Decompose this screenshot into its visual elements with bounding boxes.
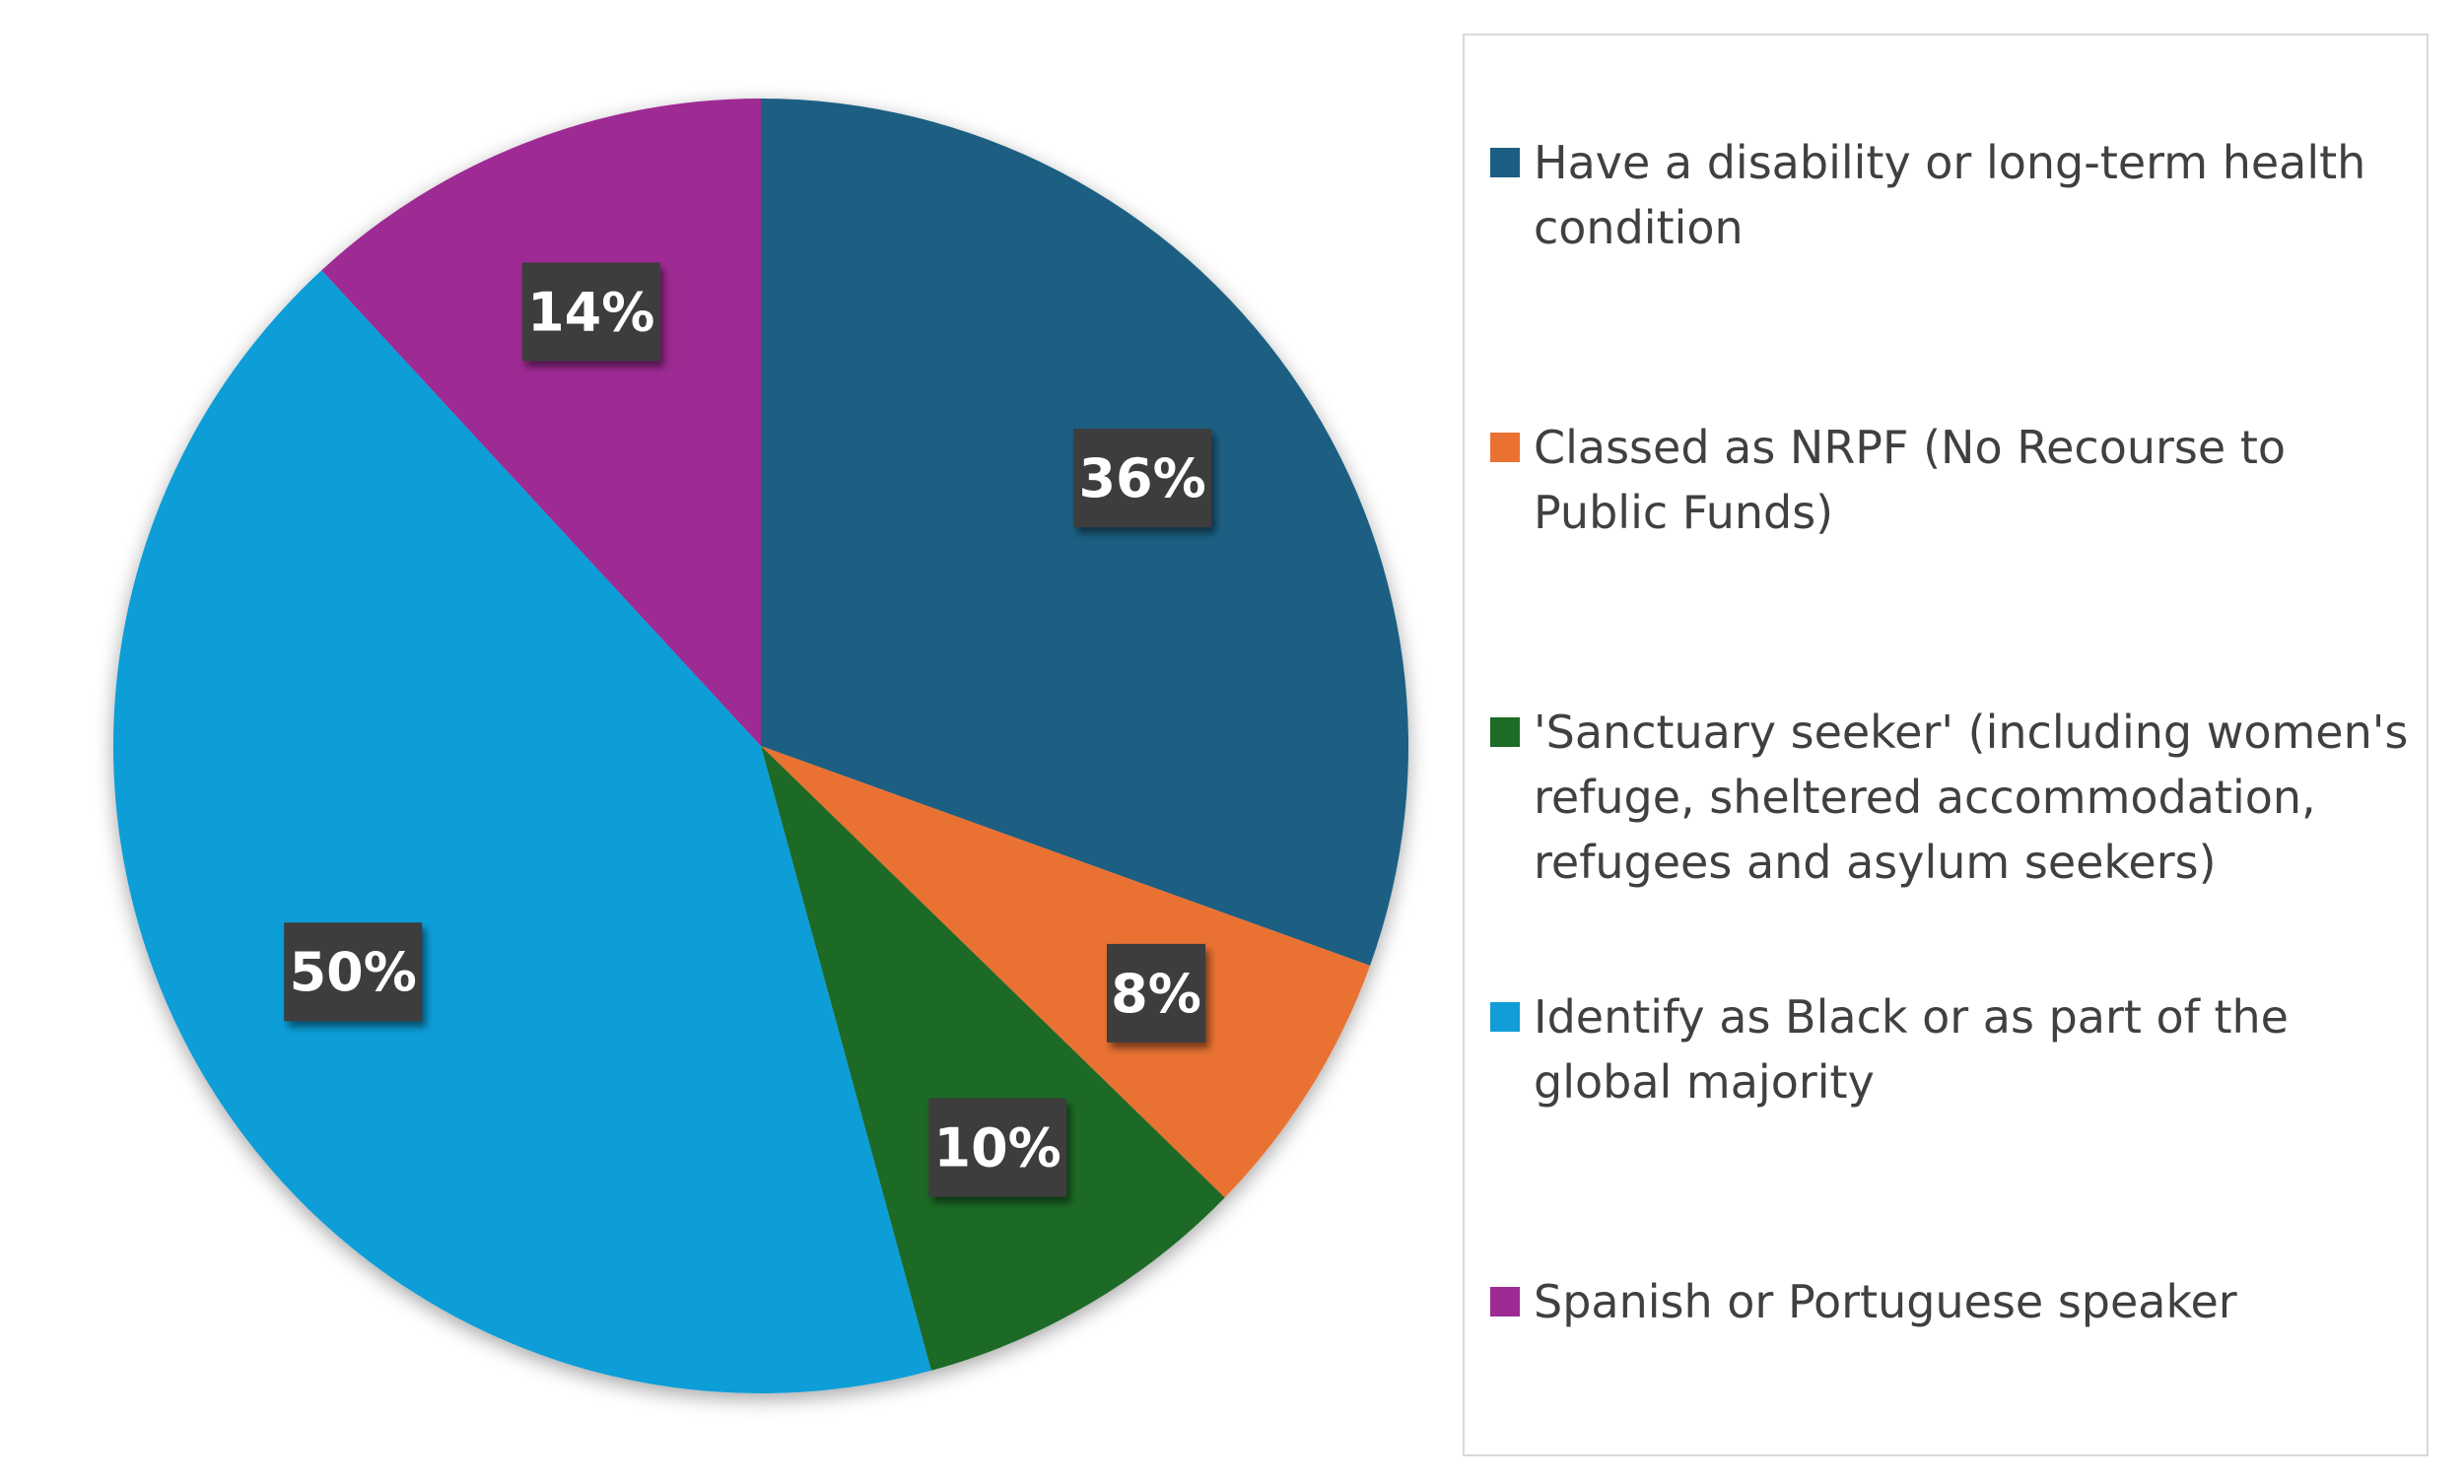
- data-label-global-majority: 50%: [284, 922, 423, 1022]
- chart-legend: Have a disability or long-term health co…: [1463, 34, 2429, 1456]
- pie-slice-global-majority: [112, 270, 931, 1393]
- pie-chart: 36% 8% 10% 50% 14%: [112, 99, 1408, 1393]
- data-label-sanctuary-seeker: 10%: [928, 1098, 1067, 1197]
- pie-slice-disability: [761, 99, 1408, 966]
- legend-swatch-nrpf: [1490, 433, 1520, 462]
- data-label-box-global-majority: [284, 922, 423, 1022]
- legend-label-disability: Have a disability or long-term health co…: [1534, 136, 2366, 254]
- data-label-box-spanish-portuguese: [521, 262, 660, 362]
- data-label-disability: 36%: [1073, 429, 1212, 528]
- legend-swatch-sanctuary-seeker: [1490, 717, 1520, 747]
- data-label-spanish-portuguese: 14%: [521, 262, 660, 362]
- pie-slice-nrpf: [761, 746, 1371, 1198]
- pie-slices: [112, 99, 1408, 1393]
- data-label-box-nrpf: [1107, 943, 1206, 1043]
- data-label-box-sanctuary-seeker: [928, 1098, 1067, 1197]
- pie-data-labels: 36% 8% 10% 50% 14%: [284, 262, 1212, 1197]
- data-label-text-disability: 36%: [1078, 447, 1205, 509]
- legend-swatch-global-majority: [1490, 1002, 1520, 1032]
- pie-slice-spanish-portuguese: [321, 99, 761, 746]
- data-label-text-spanish-portuguese: 14%: [527, 281, 654, 343]
- data-label-text-global-majority: 50%: [290, 941, 417, 1003]
- legend-label-sanctuary-seeker: 'Sanctuary seeker' (including women's re…: [1534, 706, 2409, 889]
- legend-label-nrpf: Classed as NRPF (No Recourse to Public F…: [1534, 421, 2286, 539]
- legend-label-global-majority: Identify as Black or as part of the glob…: [1534, 990, 2289, 1109]
- legend-swatch-disability: [1490, 148, 1520, 177]
- data-label-nrpf: 8%: [1107, 943, 1206, 1043]
- data-label-box-disability: [1073, 429, 1212, 528]
- legend-swatch-spanish-portuguese: [1490, 1287, 1520, 1316]
- legend-label-spanish-portuguese: Spanish or Portuguese speaker: [1534, 1275, 2237, 1328]
- pie-slice-sanctuary-seeker: [761, 746, 1225, 1371]
- data-label-text-sanctuary-seeker: 10%: [934, 1117, 1061, 1180]
- data-label-text-nrpf: 8%: [1111, 963, 1201, 1025]
